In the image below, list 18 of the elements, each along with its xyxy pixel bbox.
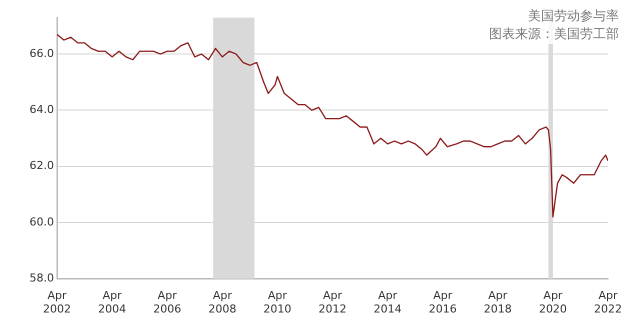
y-tick-label: 64.0 [30,103,54,116]
x-tick-label: Apr 2010 [263,289,292,316]
annotation: 图表来源：美国劳工部 [489,26,619,44]
x-tick-label: Apr 2014 [374,289,402,316]
x-tick-label: Apr 2006 [153,289,182,316]
x-tick-label: Apr 2002 [43,289,71,316]
chart-title: 美国劳动参与率 [527,8,619,26]
x-tick-label: Apr 2012 [318,289,347,316]
y-tick-label: 66.0 [30,46,54,60]
x-tick-label: Apr 2020 [538,289,567,316]
x-tick-label: Apr 2008 [208,289,236,316]
x-tick-label: Apr 2018 [484,289,512,316]
y-tick-label: 60.0 [30,215,54,228]
x-tick-label: Apr 2004 [98,289,126,316]
y-tick-label: 62.0 [30,159,54,172]
x-tick-label: Apr 2016 [428,289,457,316]
y-tick-label: 58.0 [30,271,54,284]
x-tick-label: Apr 2022 [594,289,622,316]
